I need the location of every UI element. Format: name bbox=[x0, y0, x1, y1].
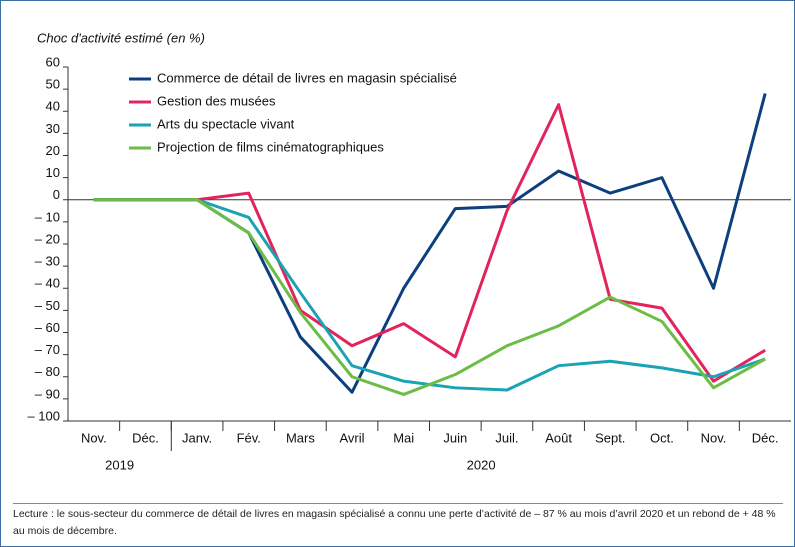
chart: Choc d'activité estimé (en %) 60 50 40 30 20… bbox=[27, 30, 791, 472]
x-tick-label: Oct. bbox=[650, 430, 674, 445]
y-tick-label: – 10 bbox=[35, 209, 60, 224]
note: Lecture : le sous-secteur du commerce de… bbox=[13, 503, 783, 540]
series-line bbox=[93, 198, 766, 396]
x-tick-label: Juin bbox=[443, 430, 467, 445]
x-tick-label: Mai bbox=[393, 430, 414, 445]
legend-label: Arts du spectacle vivant bbox=[157, 116, 295, 131]
year-label: 2020 bbox=[467, 457, 496, 472]
y-tick-label: – 30 bbox=[35, 254, 60, 269]
y-tick-label: – 50 bbox=[35, 298, 60, 313]
series-line bbox=[93, 198, 766, 392]
series-line bbox=[93, 103, 766, 383]
y-tick-label: – 100 bbox=[27, 408, 60, 423]
y-tick-label: 20 bbox=[46, 143, 60, 158]
y-tick-label: 10 bbox=[46, 165, 60, 180]
y-tick-label: 40 bbox=[46, 99, 60, 114]
x-tick-label: Nov. bbox=[81, 430, 107, 445]
y-tick-label: 30 bbox=[46, 121, 60, 136]
y-tick-label: – 40 bbox=[35, 276, 60, 291]
x-tick-label: Nov. bbox=[701, 430, 727, 445]
legend-label: Commerce de détail de livres en magasin … bbox=[157, 70, 457, 85]
x-tick-label: Mars bbox=[286, 430, 315, 445]
x-tick-label: Juil. bbox=[495, 430, 518, 445]
y-tick-label: – 20 bbox=[35, 231, 60, 246]
y-tick-label: – 60 bbox=[35, 320, 60, 335]
year-label: 2019 bbox=[105, 457, 134, 472]
y-tick-label: 0 bbox=[53, 187, 60, 202]
y-tick-label: 60 bbox=[46, 54, 60, 69]
legend-label: Projection de films cinématographiques bbox=[157, 139, 384, 154]
x-tick-label: Avril bbox=[340, 430, 365, 445]
x-tick-label: Fév. bbox=[237, 430, 261, 445]
y-axis-label: Choc d'activité estimé (en %) bbox=[37, 30, 205, 45]
y-tick-label: – 80 bbox=[35, 364, 60, 379]
x-tick-label: Janv. bbox=[182, 430, 212, 445]
x-tick-label: Déc. bbox=[132, 430, 159, 445]
x-tick-label: Déc. bbox=[752, 430, 779, 445]
y-tick-label: 50 bbox=[46, 77, 60, 92]
series-line bbox=[93, 93, 767, 394]
x-tick-label: Août bbox=[545, 430, 572, 445]
y-tick-label: – 90 bbox=[35, 386, 60, 401]
y-tick-label: – 70 bbox=[35, 342, 60, 357]
legend-label: Gestion des musées bbox=[157, 93, 276, 108]
x-tick-label: Sept. bbox=[595, 430, 625, 445]
